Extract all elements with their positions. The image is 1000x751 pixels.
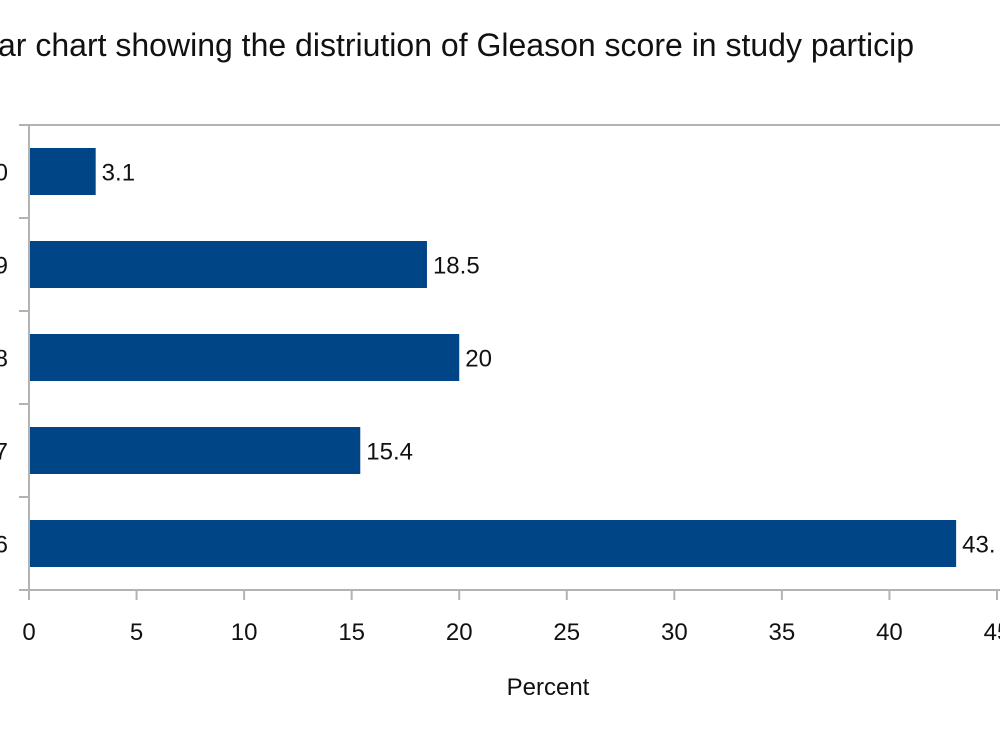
bar-9 <box>29 241 427 288</box>
y-tick-label-0: 0 <box>0 160 8 187</box>
bars-group <box>29 148 957 567</box>
y-tick-label-7: 7 <box>0 439 8 466</box>
data-label-9: 18.5 <box>433 253 480 280</box>
x-tick-label-25: 25 <box>553 619 580 646</box>
bar-6 <box>29 520 957 567</box>
bar-0 <box>29 148 96 195</box>
x-tick-label-10: 10 <box>231 619 258 646</box>
bar-7 <box>29 427 361 474</box>
x-tick-label-15: 15 <box>338 619 365 646</box>
data-label-7: 15.4 <box>366 439 413 466</box>
x-tick-label-35: 35 <box>769 619 796 646</box>
axes-group: 0 9 8 7 6 0 5 10 15 20 25 30 35 40 45 <box>0 124 1000 646</box>
data-label-0: 3.1 <box>102 160 135 187</box>
bar-8 <box>29 334 460 381</box>
y-tick-label-6: 6 <box>0 532 8 559</box>
x-tick-label-5: 5 <box>130 619 143 646</box>
data-label-6: 43. <box>962 532 995 559</box>
x-tick-label-20: 20 <box>446 619 473 646</box>
x-tick-label-30: 30 <box>661 619 688 646</box>
data-label-8: 20 <box>465 346 492 373</box>
x-tick-label-0: 0 <box>22 619 35 646</box>
y-tick-label-9: 9 <box>0 253 8 280</box>
x-axis-title: Percent <box>507 674 590 701</box>
x-tick-label-40: 40 <box>876 619 903 646</box>
x-tick-label-45: 45 <box>984 619 1000 646</box>
chart-title: ar chart showing the distriution of Glea… <box>0 27 914 63</box>
data-labels-group: 3.1 18.5 20 15.4 43. <box>102 160 996 559</box>
y-tick-label-8: 8 <box>0 346 8 373</box>
